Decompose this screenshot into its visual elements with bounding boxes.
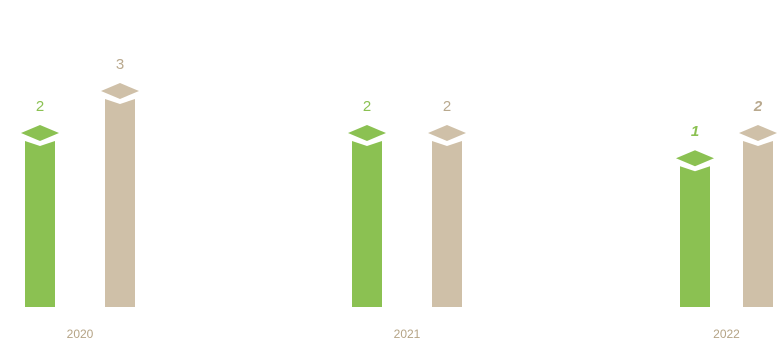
value-label-2022-s1: 1 <box>691 123 699 140</box>
bar-2022-s2 <box>743 139 773 307</box>
bar-cap-2020-s1 <box>21 125 59 141</box>
bar-2022-s1 <box>680 164 710 307</box>
bar-2021-s2 <box>432 139 462 307</box>
value-label-2020-s1: 2 <box>36 98 44 115</box>
bar-cap-2022-s1 <box>676 150 714 167</box>
value-label-2021-s1: 2 <box>363 98 371 115</box>
value-label-2020-s2: 3 <box>116 56 124 73</box>
bar-cap-2021-s1 <box>348 125 386 141</box>
bar-2020-s1 <box>25 139 55 307</box>
bar-cap-2022-s2 <box>739 125 777 141</box>
category-label-2022: 2022 <box>713 327 740 339</box>
bar-2021-s1 <box>352 139 382 307</box>
category-label-2021: 2021 <box>394 327 421 339</box>
category-label-2020: 2020 <box>67 327 94 339</box>
bar-cap-2021-s2 <box>428 125 466 141</box>
bar-2020-s2 <box>105 97 135 307</box>
bar-cap-2020-s2 <box>101 83 139 99</box>
value-label-2022-s2: 2 <box>753 98 763 115</box>
value-label-2021-s2: 2 <box>443 98 451 115</box>
